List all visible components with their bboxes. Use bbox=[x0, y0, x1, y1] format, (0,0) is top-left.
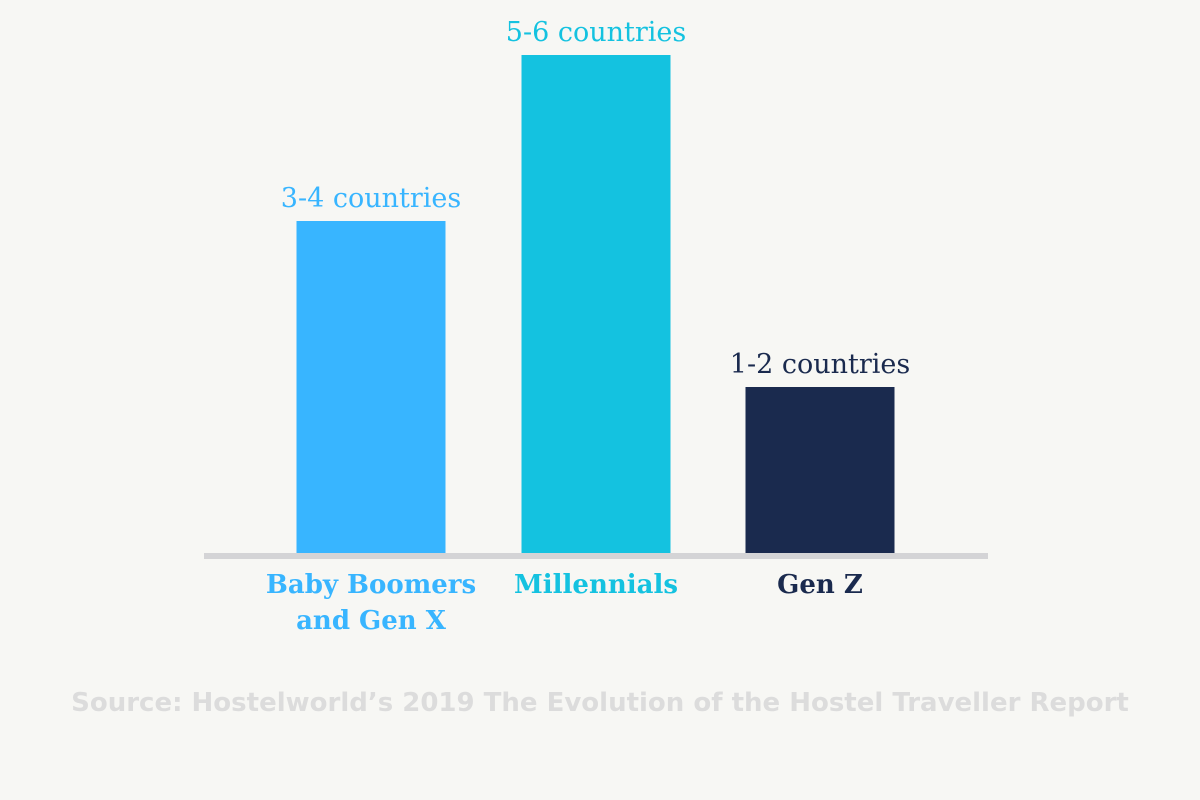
category-label-line: Baby Boomers bbox=[266, 570, 476, 600]
bar-0 bbox=[296, 221, 446, 553]
bar-1 bbox=[521, 55, 671, 553]
category-label-line: Gen Z bbox=[777, 570, 863, 600]
bar-value-label-1: 5-6 countries bbox=[506, 17, 686, 48]
category-label-1: Millennials bbox=[514, 570, 678, 600]
category-label-line: Millennials bbox=[514, 570, 678, 600]
labels-layer: 3-4 countries Baby Boomers and Gen X 5-6 co… bbox=[266, 17, 910, 636]
category-label-2: Gen Z bbox=[777, 570, 863, 600]
source-note: Source: Hostelworld’s 2019 The Evolution… bbox=[71, 688, 1129, 718]
bar-2 bbox=[745, 387, 895, 553]
category-label-0: Baby Boomers and Gen X bbox=[266, 570, 476, 636]
bar-value-label-2: 1-2 countries bbox=[730, 349, 910, 380]
category-label-line: and Gen X bbox=[296, 606, 447, 636]
bar-value-label-0: 3-4 countries bbox=[281, 183, 461, 214]
bars-layer bbox=[296, 55, 895, 553]
